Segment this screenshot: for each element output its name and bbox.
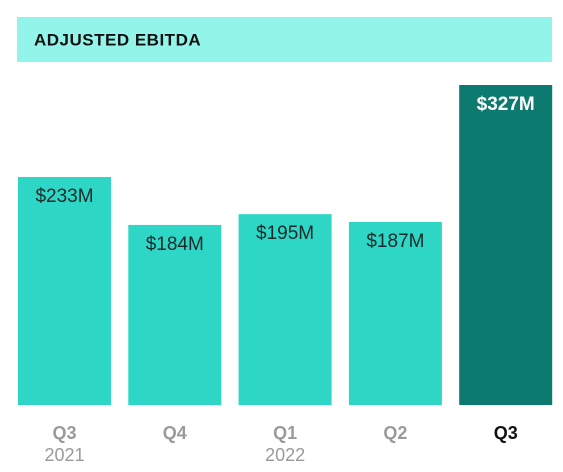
x-group-label: 2022 <box>265 445 305 465</box>
bar <box>128 224 222 405</box>
x-tick-label: Q3 <box>52 423 76 443</box>
chart-title: ADJUSTED EBITDA <box>34 30 201 49</box>
bar <box>18 176 111 405</box>
x-tick-label: Q3 <box>494 423 518 443</box>
bar <box>459 85 553 405</box>
x-tick-label: Q2 <box>383 423 407 443</box>
value-label: $233M <box>35 186 93 207</box>
value-label: $195M <box>256 223 314 244</box>
value-label: $184M <box>146 234 204 255</box>
value-label: $187M <box>366 231 424 252</box>
title-banner <box>17 17 552 62</box>
x-tick-label: Q1 <box>273 423 297 443</box>
value-label: $327M <box>477 94 535 115</box>
x-group-label: 2021 <box>44 445 84 465</box>
bar <box>238 214 332 405</box>
x-tick-label: Q4 <box>163 423 187 443</box>
bar <box>348 222 442 405</box>
